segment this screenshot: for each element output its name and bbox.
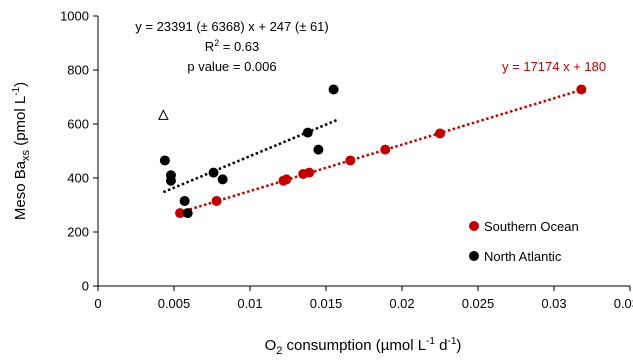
x-tick-label: 0.035	[614, 296, 633, 311]
y-tick-label: 800	[67, 63, 89, 78]
point-open-triangle	[158, 109, 169, 120]
point-southern-ocean	[175, 208, 186, 219]
na-p-value: p value = 0.006	[187, 59, 276, 74]
legend-label-north-atlantic: North Atlantic	[484, 249, 562, 264]
point-north-atlantic	[182, 208, 193, 219]
x-tick-label: 0.01	[237, 296, 262, 311]
point-southern-ocean	[304, 167, 315, 178]
point-southern-ocean	[435, 128, 445, 139]
data-points	[158, 84, 587, 219]
y-tick-label: 0	[82, 279, 89, 294]
point-north-atlantic	[179, 195, 190, 206]
point-southern-ocean	[576, 84, 587, 95]
x-tick-label: 0.005	[158, 296, 191, 311]
point-southern-ocean	[211, 195, 222, 206]
legend-label-southern-ocean: Southern Ocean	[484, 219, 579, 234]
x-tick-label: 0	[94, 296, 101, 311]
point-southern-ocean	[380, 144, 391, 155]
y-tick-label: 200	[67, 225, 89, 240]
point-north-atlantic	[217, 174, 228, 185]
legend-marker-southern-ocean	[469, 221, 479, 231]
point-north-atlantic	[313, 144, 324, 155]
trendlines	[162, 88, 582, 214]
x-tick-label: 0.015	[310, 296, 343, 311]
trendline-north-atlantic	[162, 118, 339, 194]
y-axis-label: Meso Baxs (pmol L-1)	[11, 82, 32, 220]
point-north-atlantic	[165, 175, 176, 186]
legend-marker-north-atlantic	[469, 251, 479, 261]
y-tick-label: 600	[67, 117, 89, 132]
axes	[93, 15, 631, 291]
legend: Southern Ocean North Atlantic	[469, 219, 579, 264]
point-southern-ocean	[281, 174, 292, 185]
na-equation: y = 23391 (± 6368) x + 247 (± 61)	[135, 19, 329, 34]
point-north-atlantic	[159, 155, 170, 166]
x-tick-label: 0.03	[541, 296, 566, 311]
x-axis-label: O2 consumption (µmol L-1 d-1)	[265, 336, 462, 357]
x-tick-label: 0.02	[389, 296, 414, 311]
so-equation: y = 17174 x + 180	[502, 59, 606, 74]
na-r-squared: R2 = 0.63	[205, 38, 260, 54]
x-tick-label: 0.025	[462, 296, 495, 311]
point-north-atlantic	[328, 84, 339, 95]
tick-labels: 0 200 400 600 800 1000 0 0.005 0.01 0.015 0.02 0.02…	[60, 9, 633, 312]
y-tick-label: 400	[67, 171, 89, 186]
y-tick-label: 1000	[60, 9, 89, 24]
point-north-atlantic	[208, 167, 219, 178]
point-southern-ocean	[345, 155, 356, 166]
point-north-atlantic	[302, 127, 313, 138]
